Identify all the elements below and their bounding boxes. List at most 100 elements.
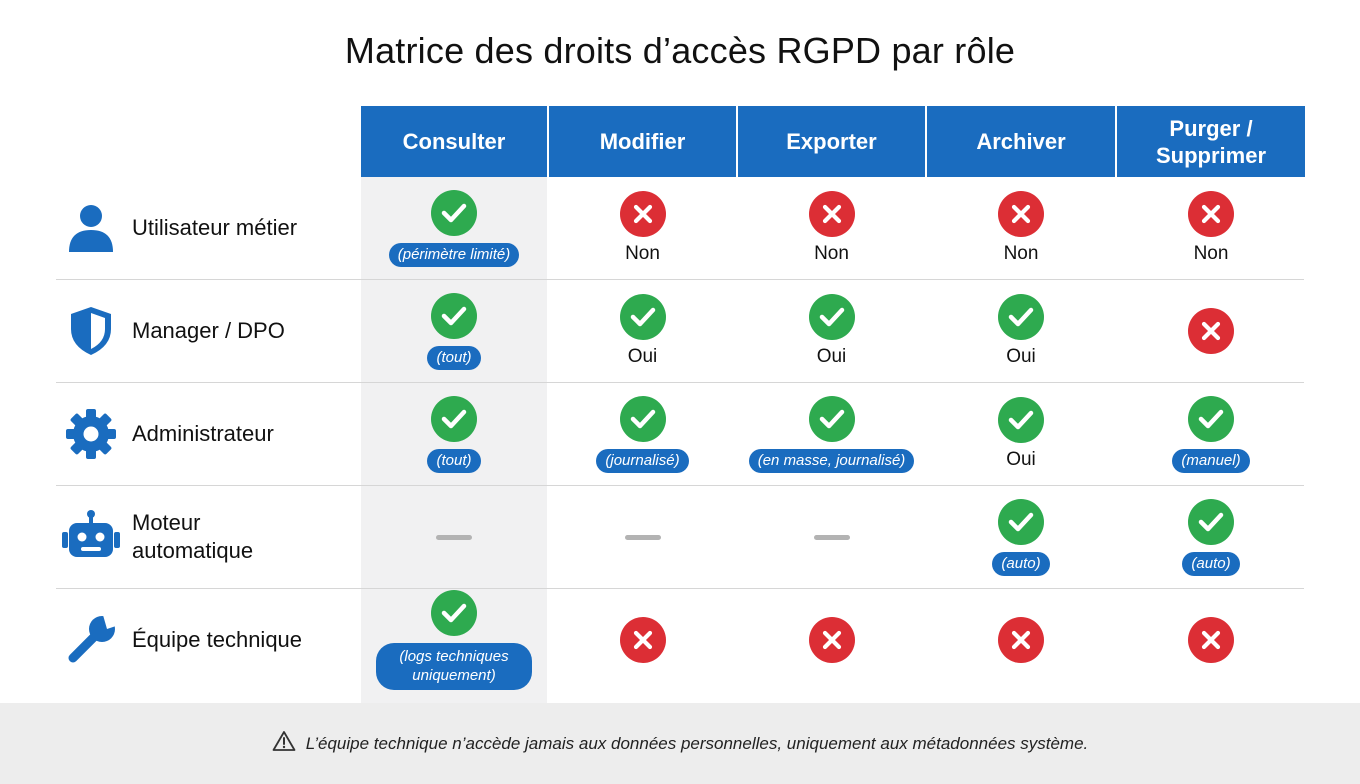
permission-cell: (tout) (361, 280, 547, 382)
permission-note: (auto) (992, 551, 1050, 576)
cross-icon (1188, 308, 1234, 354)
permission-note: (logs techniques uniquement) (376, 643, 532, 690)
role-4: Équipe technique (56, 589, 356, 691)
permission-text: Oui (1006, 449, 1036, 470)
not-applicable-dash (813, 534, 850, 540)
permission-cell: Non (927, 177, 1115, 279)
not-applicable-dash (624, 534, 661, 540)
column-header-1: Modifier (549, 106, 736, 177)
column-header-label: Purger / Supprimer (1155, 115, 1267, 168)
column-header-label: Archiver (976, 129, 1066, 154)
not-applicable-dash (436, 534, 472, 540)
role-label: Utilisateur métier (132, 215, 298, 240)
permission-text: Non (1003, 243, 1039, 264)
permission-cell: (périmètre limité) (361, 177, 547, 279)
permission-text: Oui (816, 346, 847, 367)
check-icon (619, 294, 666, 340)
row-separator (56, 279, 1304, 280)
robot-icon (56, 509, 126, 565)
cross-icon (998, 191, 1044, 237)
role-1: Manager / DPO (56, 280, 356, 382)
cross-icon (998, 617, 1044, 663)
permission-cell (1117, 280, 1305, 382)
check-icon (431, 590, 477, 636)
permission-cell: (logs techniques uniquement) (361, 589, 547, 691)
permission-cell: (journalisé) (549, 383, 736, 485)
check-icon (808, 395, 855, 442)
check-icon (998, 294, 1044, 340)
permission-note: (auto) (1182, 551, 1240, 576)
permission-cell: Oui (927, 280, 1115, 382)
role-label: Équipe technique (132, 627, 303, 652)
permission-cell (549, 589, 736, 691)
permission-text: Non (625, 243, 660, 264)
row-separator (56, 382, 1304, 383)
column-header-4: Purger / Supprimer (1117, 106, 1305, 177)
cross-icon (619, 191, 666, 237)
permission-cell: Non (738, 177, 925, 279)
role-3: Moteur automatique (56, 486, 356, 588)
role-label: Administrateur (132, 421, 274, 446)
cross-icon (808, 191, 855, 237)
column-header-3: Archiver (927, 106, 1115, 177)
check-icon (619, 395, 666, 442)
permission-cell: Non (549, 177, 736, 279)
permission-cell (738, 486, 925, 588)
column-header-label: Modifier (599, 129, 686, 154)
permission-cell (738, 589, 925, 691)
permission-note: (en masse, journalisé) (748, 448, 915, 473)
permission-cell: Non (1117, 177, 1305, 279)
column-header-label: Exporter (786, 129, 877, 154)
column-header-2: Exporter (738, 106, 925, 177)
cross-icon (808, 617, 855, 663)
cross-icon (1188, 191, 1234, 237)
permission-cell: Oui (549, 280, 736, 382)
wrench-icon (56, 612, 126, 668)
permission-cell: (manuel) (1117, 383, 1305, 485)
check-icon (431, 189, 477, 236)
column-header-label: Consulter (402, 129, 506, 154)
permission-cell: (auto) (927, 486, 1115, 588)
check-icon (431, 292, 477, 339)
role-0: Utilisateur métier (56, 177, 356, 279)
column-header-0: Consulter (361, 106, 547, 177)
check-icon (998, 397, 1044, 443)
permission-cell: Oui (738, 280, 925, 382)
role-label: Manager / DPO (132, 318, 285, 343)
permission-note: (tout) (427, 345, 481, 370)
role-label: Moteur automatique (132, 510, 254, 563)
permission-text: Non (814, 243, 849, 264)
footer-note: L’équipe technique n’accède jamais aux d… (0, 703, 1360, 784)
row-separator (56, 588, 1304, 589)
permission-text: Oui (1006, 346, 1036, 367)
shield-icon (56, 305, 126, 357)
check-icon (998, 498, 1044, 545)
permission-cell (1117, 589, 1305, 691)
permission-cell: (tout) (361, 383, 547, 485)
warning-icon (272, 730, 296, 757)
permission-cell: Oui (927, 383, 1115, 485)
permission-text: Non (1193, 243, 1229, 264)
page-title: Matrice des droits d’accès RGPD par rôle (344, 30, 1016, 71)
permission-cell (361, 486, 547, 588)
permission-note: (périmètre limité) (388, 242, 520, 267)
check-icon (431, 395, 477, 442)
cross-icon (1188, 617, 1234, 663)
permission-cell: (auto) (1117, 486, 1305, 588)
permission-note: (tout) (427, 448, 481, 473)
user-icon (56, 202, 126, 254)
permission-note: (journalisé) (596, 448, 689, 473)
check-icon (1188, 498, 1234, 545)
cross-icon (619, 617, 666, 663)
permission-note: (manuel) (1172, 448, 1250, 473)
permission-cell (549, 486, 736, 588)
check-icon (808, 294, 855, 340)
permission-text: Oui (627, 346, 658, 367)
check-icon (1188, 395, 1234, 442)
permission-cell (927, 589, 1115, 691)
permission-cell: (en masse, journalisé) (738, 383, 925, 485)
row-separator (56, 485, 1304, 486)
gear-icon (56, 407, 126, 461)
role-2: Administrateur (56, 383, 356, 485)
footer-text: L’équipe technique n’accède jamais aux d… (305, 733, 1089, 753)
